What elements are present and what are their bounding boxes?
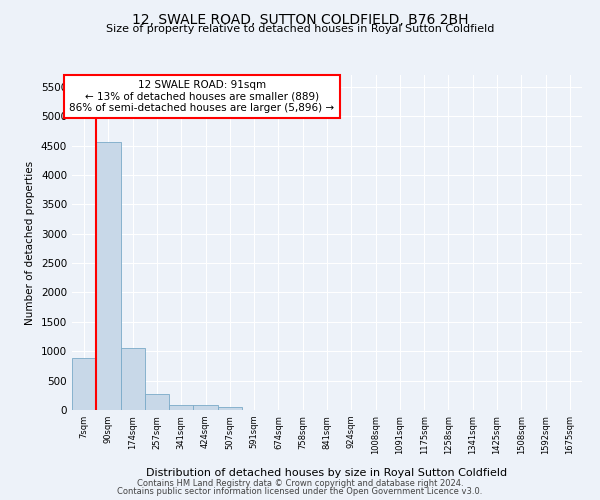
- Bar: [193, 406, 218, 410]
- Bar: [169, 405, 193, 410]
- Text: 12 SWALE ROAD: 91sqm
← 13% of detached houses are smaller (889)
86% of semi-deta: 12 SWALE ROAD: 91sqm ← 13% of detached h…: [70, 80, 335, 113]
- Text: 12, SWALE ROAD, SUTTON COLDFIELD, B76 2BH: 12, SWALE ROAD, SUTTON COLDFIELD, B76 2B…: [132, 12, 468, 26]
- Text: Contains public sector information licensed under the Open Government Licence v3: Contains public sector information licen…: [118, 487, 482, 496]
- Bar: [145, 394, 169, 410]
- Bar: [96, 142, 121, 410]
- Y-axis label: Number of detached properties: Number of detached properties: [25, 160, 35, 324]
- Bar: [218, 407, 242, 410]
- Bar: [72, 358, 96, 410]
- X-axis label: Distribution of detached houses by size in Royal Sutton Coldfield: Distribution of detached houses by size …: [146, 468, 508, 478]
- Bar: [121, 348, 145, 410]
- Text: Contains HM Land Registry data © Crown copyright and database right 2024.: Contains HM Land Registry data © Crown c…: [137, 478, 463, 488]
- Text: Size of property relative to detached houses in Royal Sutton Coldfield: Size of property relative to detached ho…: [106, 24, 494, 34]
